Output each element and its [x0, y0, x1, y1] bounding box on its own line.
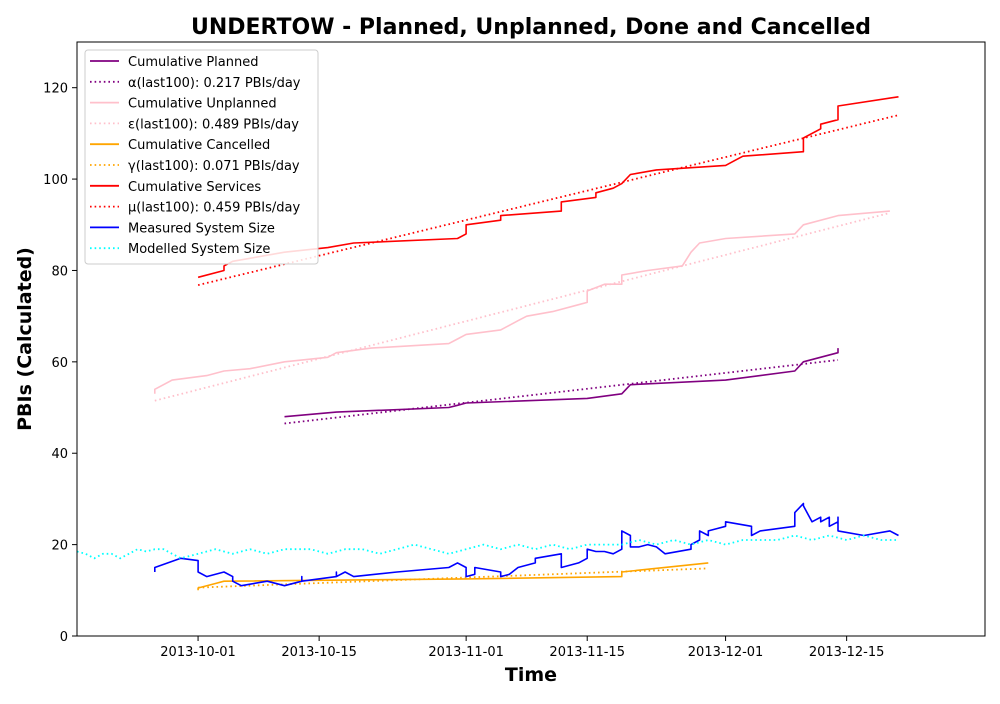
series-line-measured-system-size — [155, 504, 899, 586]
y-tick-label: 60 — [51, 356, 68, 371]
y-tick-label: 20 — [51, 539, 68, 554]
x-tick-label: 2013-12-15 — [809, 645, 885, 660]
series-line-last100-0-071-pbis-day — [198, 568, 708, 587]
y-axis-label: PBIs (Calculated) — [14, 247, 36, 431]
y-tick-label: 0 — [60, 630, 68, 645]
x-axis-label: Time — [505, 664, 557, 686]
series-line-cumulative-planned — [285, 348, 839, 417]
legend-label-last100-0-071-pbis-day: γ(last100): 0.071 PBIs/day — [128, 159, 300, 174]
legend-label-cumulative-planned: Cumulative Planned — [128, 55, 258, 70]
y-tick-label: 120 — [43, 82, 68, 97]
y-tick-label: 40 — [51, 447, 68, 462]
y-tick-label: 100 — [43, 173, 68, 188]
series-line-modelled-system-size — [77, 536, 899, 559]
series-line-last100-0-217-pbis-day — [285, 360, 839, 424]
y-tick-label: 80 — [51, 264, 68, 279]
legend-label-measured-system-size: Measured System Size — [128, 221, 275, 236]
legend-label-modelled-system-size: Modelled System Size — [128, 242, 270, 257]
x-tick-label: 2013-11-15 — [549, 645, 625, 660]
legend-label-last100-0-489-pbis-day: ε(last100): 0.489 PBIs/day — [128, 117, 299, 132]
legend-label-last100-0-217-pbis-day: α(last100): 0.217 PBIs/day — [128, 76, 301, 91]
legend-label-cumulative-services: Cumulative Services — [128, 180, 261, 195]
x-tick-label: 2013-10-01 — [160, 645, 236, 660]
legend-label-last100-0-459-pbis-day: μ(last100): 0.459 PBIs/day — [128, 201, 300, 216]
series-line-cumulative-cancelled — [198, 563, 708, 590]
chart-title: UNDERTOW - Planned, Unplanned, Done and … — [191, 15, 871, 40]
x-tick-label: 2013-11-01 — [428, 645, 504, 660]
legend-label-cumulative-cancelled: Cumulative Cancelled — [128, 138, 270, 153]
x-tick-label: 2013-10-15 — [281, 645, 357, 660]
x-tick-label: 2013-12-01 — [688, 645, 764, 660]
legend: Cumulative Planned α(last100): 0.217 PBIs… — [85, 50, 318, 264]
legend-label-cumulative-unplanned: Cumulative Unplanned — [128, 97, 277, 112]
